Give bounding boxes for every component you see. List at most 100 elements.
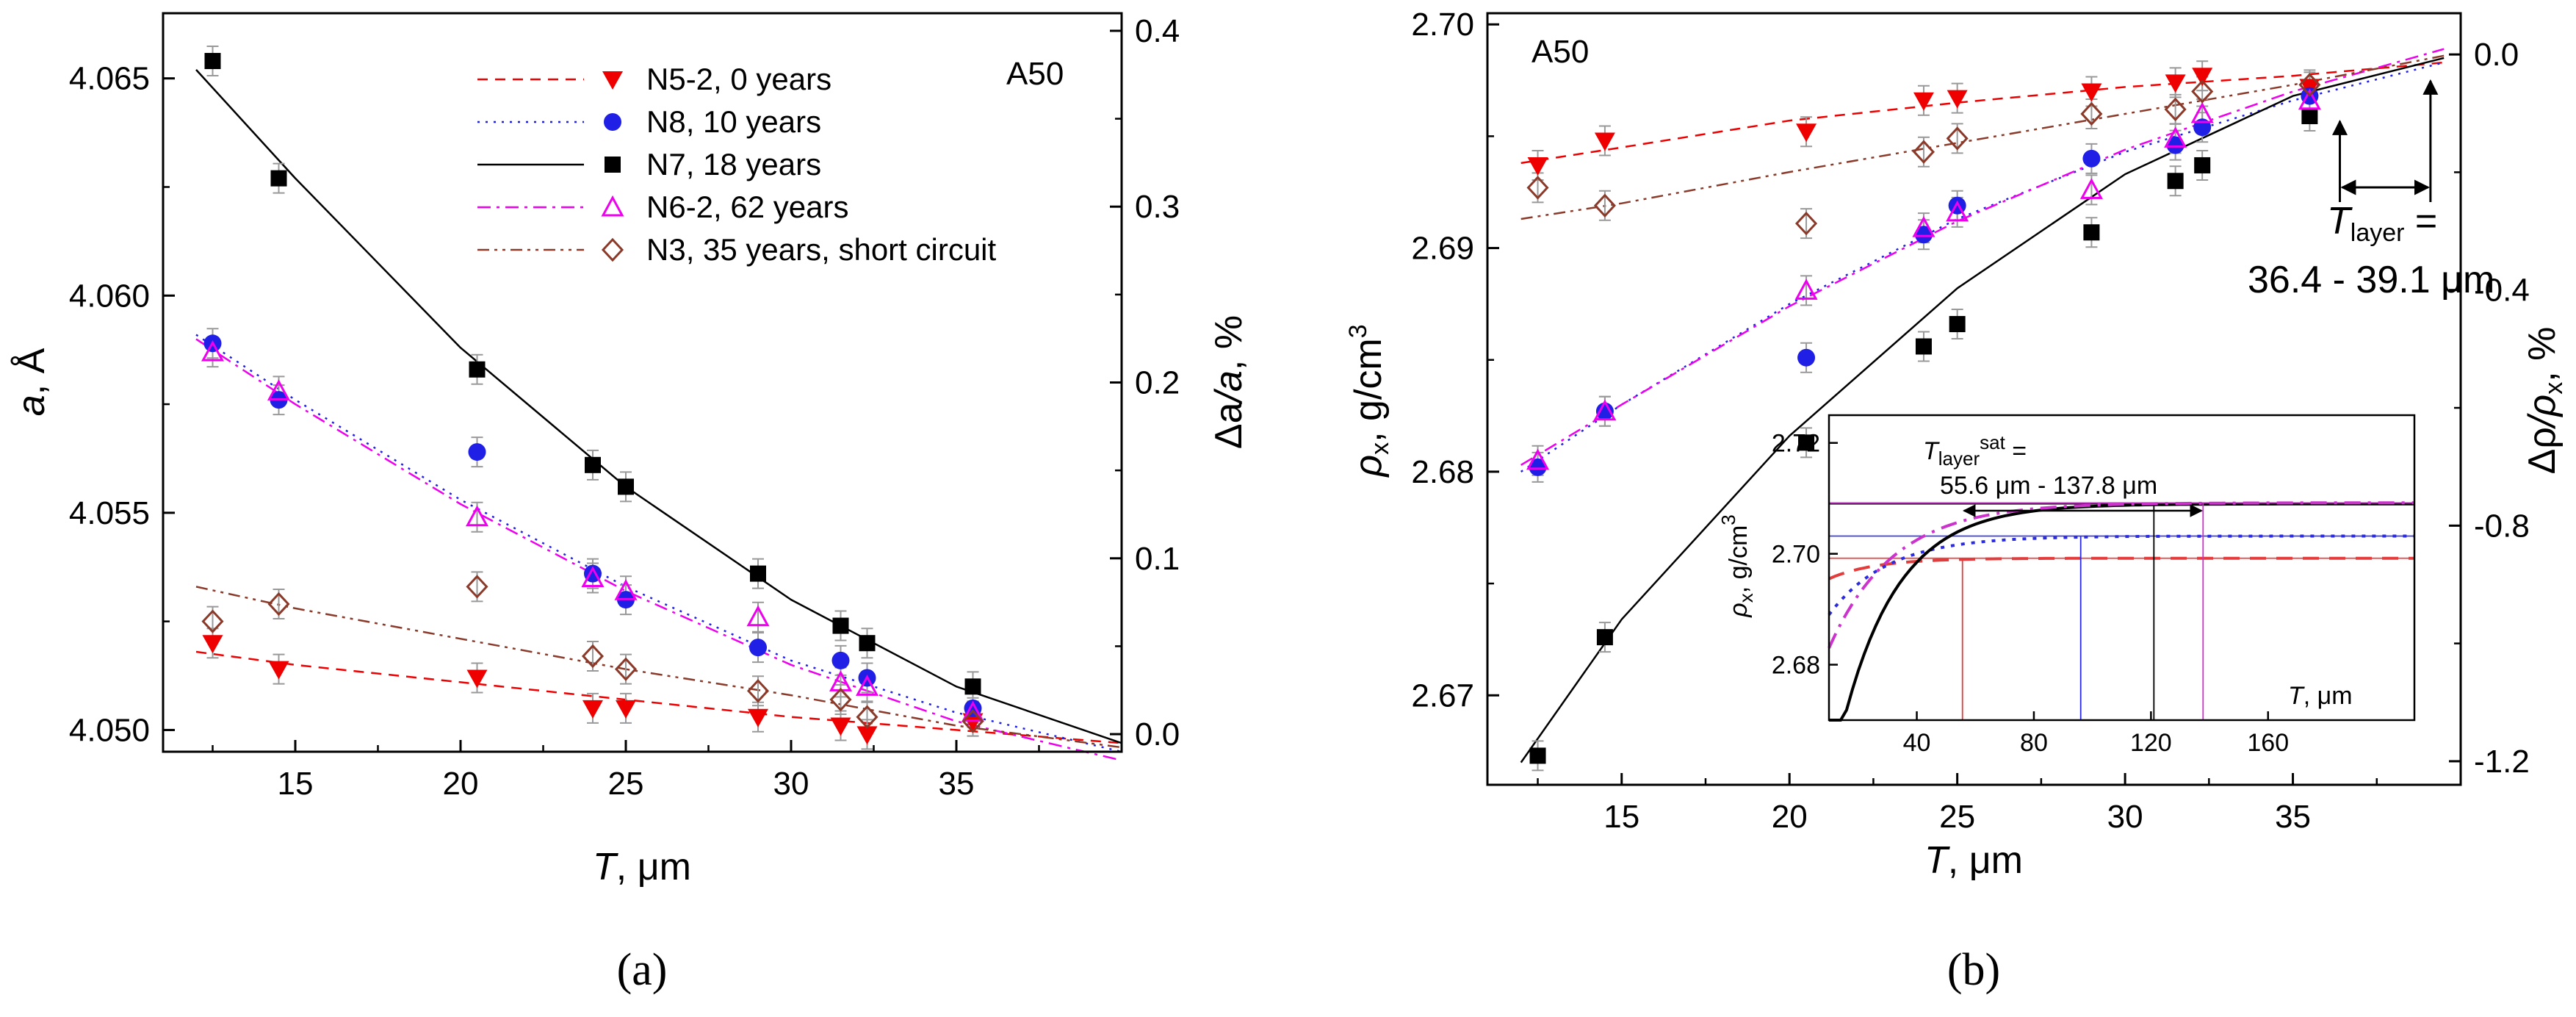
inset-x-tick-label: 160 xyxy=(2247,729,2289,757)
point-n6-2 xyxy=(855,675,879,696)
y2-tick-label: -0.8 xyxy=(2474,508,2530,544)
y2-tick-label: 0.1 xyxy=(1135,541,1180,577)
point-n3 xyxy=(1593,193,1616,218)
y2-tick-label: 0.0 xyxy=(2474,37,2519,73)
point-n6-2 xyxy=(465,505,489,527)
x-tick-label: 15 xyxy=(1603,799,1639,835)
point-n6-2 xyxy=(961,700,985,722)
point-n3 xyxy=(829,687,852,712)
fit-line-n3 xyxy=(1520,54,2445,220)
point-n3 xyxy=(2080,101,2103,126)
y-tick-label: 4.055 xyxy=(69,495,150,531)
point-n5-2 xyxy=(466,669,488,689)
inset-y-tick-label: 2.70 xyxy=(1772,541,1820,569)
legend-marker-n8 xyxy=(604,113,621,131)
y-axis-left: 2.67 2.68 2.69 2.70 xyxy=(1411,7,1499,714)
point-n3 xyxy=(201,609,224,633)
fit-line-n6-2 xyxy=(1520,48,2445,466)
legend-label-n8: N8, 10 years xyxy=(646,104,821,139)
legend-marker-n7 xyxy=(605,157,621,173)
inset-y-label: ρx, g/cm3 xyxy=(1717,514,1757,618)
data-points xyxy=(1526,68,2321,764)
point-n7 xyxy=(469,361,486,378)
x-tick-label: 30 xyxy=(2107,799,2143,835)
y-axis-right: -1.2 -0.8 -0.4 0.0 xyxy=(2449,37,2530,780)
legend-label-n3: N3, 35 years, short circuit xyxy=(646,232,997,267)
point-n8 xyxy=(749,639,767,657)
point-n7 xyxy=(2194,157,2211,173)
point-n5-2 xyxy=(2192,68,2213,87)
y-axis-right: 0.0 0.1 0.2 0.3 0.4 xyxy=(1110,13,1180,752)
point-n6-2 xyxy=(2164,126,2187,148)
point-n3 xyxy=(1912,140,1935,164)
point-n3 xyxy=(267,592,290,617)
inset-y-tick-label: 2.72 xyxy=(1772,430,1820,458)
inset-frame xyxy=(1828,414,2416,722)
inset-curve-n5-2 xyxy=(1828,556,2414,581)
point-n3 xyxy=(856,705,878,729)
point-n3 xyxy=(581,644,605,669)
point-n5-2 xyxy=(1913,92,1934,111)
point-n5-2 xyxy=(748,708,768,727)
x-tick-label: 30 xyxy=(773,766,809,802)
x-tick-label: 35 xyxy=(2275,799,2311,835)
chart-tag: A50 xyxy=(1531,34,1589,70)
point-n5-2 xyxy=(268,661,289,680)
point-n6-2 xyxy=(2190,101,2214,123)
point-n3 xyxy=(1946,126,1969,151)
x-tick-label: 35 xyxy=(939,766,975,802)
plot-frame xyxy=(1486,12,2462,786)
y2-tick-label: -1.2 xyxy=(2474,744,2530,780)
x-axis: 15 20 25 30 35 xyxy=(212,740,1040,802)
y2-tick-label: 0.4 xyxy=(1135,13,1180,49)
x-axis-label: T, μm xyxy=(1924,839,2023,882)
point-n5-2 xyxy=(2165,74,2186,93)
point-n5-2 xyxy=(616,700,636,719)
t-layer-annotation: Tlayer = 36.4 - 39.1 μm xyxy=(2248,79,2494,301)
inset-x-tick-label: 80 xyxy=(2020,729,2048,757)
x-tick-label: 25 xyxy=(1939,799,1975,835)
point-n5-2 xyxy=(856,726,878,745)
point-n3 xyxy=(962,709,984,733)
point-n6-2 xyxy=(746,605,770,627)
point-n6-2 xyxy=(614,579,638,600)
point-n7 xyxy=(832,617,849,634)
point-n5-2 xyxy=(202,635,223,654)
inset-y-axis: 2.68 2.70 2.72 xyxy=(1772,430,1838,680)
point-n7 xyxy=(964,678,981,695)
inset-chart: 40 80 120 160 2.682.702.72 T, μm ρx, g/cm3 … xyxy=(1717,414,2416,757)
t-layer-label: Tlayer = xyxy=(2327,200,2437,247)
point-n5-2 xyxy=(1947,90,1968,109)
inset-y-tick-label: 2.68 xyxy=(1772,652,1820,680)
chart-panel-b: 15 20 25 30 35 2.67 2.68 2.69 2.70 -1.2 -0.8 -0.4… xyxy=(1344,7,2568,995)
legend-label-n5-2: N5-2, 0 years xyxy=(646,62,831,96)
y-axis-label: ρx, g/cm3 xyxy=(1344,324,1394,478)
y-tick-label: 2.70 xyxy=(1411,7,1474,43)
point-n8 xyxy=(1595,402,1614,420)
x-tick-label: 20 xyxy=(1772,799,1808,835)
point-n6-2 xyxy=(2298,88,2321,110)
t-layer-range: 36.4 - 39.1 μm xyxy=(2248,259,2494,301)
point-n7 xyxy=(859,635,876,652)
y-tick-label: 2.67 xyxy=(1411,678,1474,714)
point-n6-2 xyxy=(1593,399,1617,421)
inset-t-sat-range: 55.6 μm - 137.8 μm xyxy=(1940,472,2157,500)
legend: N5-2, 0 years N8, 10 years N7, 18 years N6-… xyxy=(477,62,997,267)
point-n8 xyxy=(468,443,486,461)
point-n6-2 xyxy=(267,379,291,400)
point-n3 xyxy=(466,575,488,599)
y2-tick-label: 0.2 xyxy=(1135,365,1180,401)
point-n5-2 xyxy=(1527,157,1548,176)
point-n7 xyxy=(204,53,221,70)
y-axis-left: 4.050 4.055 4.060 4.065 xyxy=(69,61,175,748)
y2-axis-label: Δa/a, % xyxy=(1208,315,1250,449)
panel-caption: (a) xyxy=(617,945,668,995)
legend-label-n7: N7, 18 years xyxy=(646,147,821,182)
point-n8 xyxy=(831,651,850,669)
point-n8 xyxy=(2166,136,2184,154)
x-axis: 15 20 25 30 35 xyxy=(1537,773,2378,835)
point-n8 xyxy=(1914,226,1933,244)
x-axis-label: T, μm xyxy=(593,846,691,888)
point-n8 xyxy=(1948,196,1966,215)
